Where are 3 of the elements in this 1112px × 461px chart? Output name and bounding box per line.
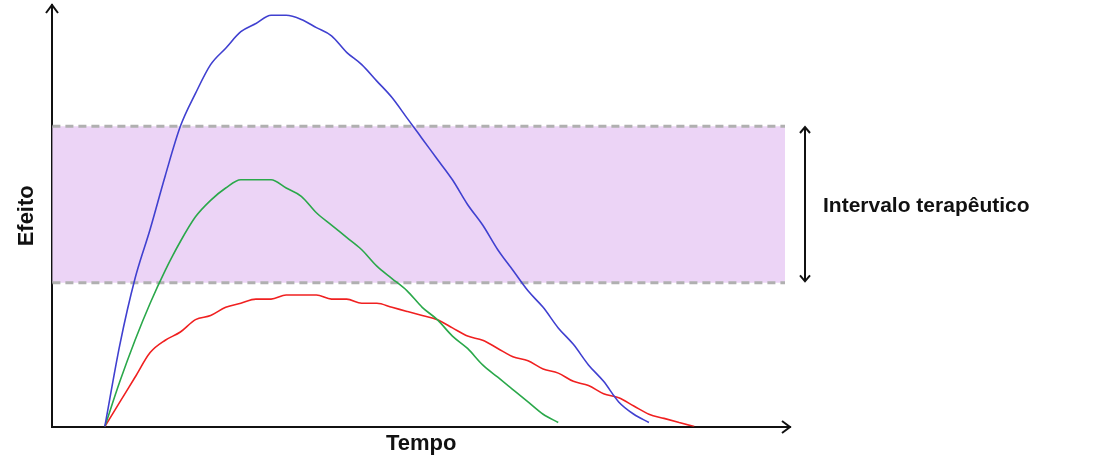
y-axis-title: Efeito [13, 185, 39, 247]
x-axis-title: Tempo [385, 429, 457, 455]
band-label: Intervalo terapêutico [823, 193, 1030, 217]
